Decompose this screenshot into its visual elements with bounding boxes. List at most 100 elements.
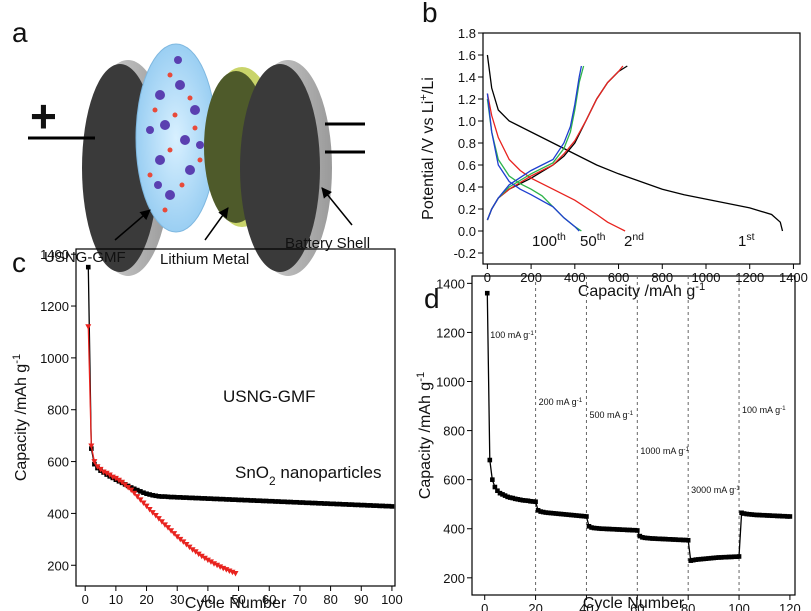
data-point xyxy=(254,498,260,504)
data-point xyxy=(685,537,691,543)
panel-letter: d xyxy=(424,283,440,314)
component-label: USNG-GMF xyxy=(44,249,126,266)
data-point xyxy=(131,486,137,492)
minus-sign: — xyxy=(336,129,337,131)
data-point xyxy=(693,557,699,562)
data-point xyxy=(251,498,257,503)
y-axis-title-part: + xyxy=(418,94,430,101)
data-point xyxy=(248,498,254,503)
plot-frame xyxy=(482,32,801,265)
data-line xyxy=(486,93,580,232)
series-label: 2nd xyxy=(624,231,644,250)
data-point xyxy=(201,555,208,562)
data-point xyxy=(146,507,153,513)
data-point xyxy=(696,557,701,562)
data-point xyxy=(744,511,749,517)
y-axis-title-part: Potential /V vs Li xyxy=(420,101,437,220)
data-point xyxy=(502,493,508,498)
x-tick-label: 0 xyxy=(484,270,491,285)
data-point xyxy=(655,536,660,542)
x-tick-label: 40 xyxy=(201,592,215,607)
data-point xyxy=(316,501,321,506)
x-tick-label: 90 xyxy=(354,592,368,607)
data-point xyxy=(741,511,747,516)
data-point xyxy=(214,562,221,569)
data-point xyxy=(380,503,386,509)
data-point xyxy=(718,555,724,560)
data-point xyxy=(152,512,159,519)
data-point xyxy=(260,498,266,504)
rate-label-part: -1 xyxy=(577,397,583,404)
rate-label: 200 mA g-1 xyxy=(539,397,583,408)
data-point xyxy=(365,503,370,508)
data-point xyxy=(673,537,678,542)
data-point xyxy=(198,553,205,560)
x-tick-label: 60 xyxy=(630,601,644,611)
data-point xyxy=(754,512,760,518)
data-point xyxy=(174,534,181,540)
y-tick-label: 0.8 xyxy=(458,136,476,151)
data-point xyxy=(205,496,211,501)
data-point xyxy=(512,496,518,502)
rate-label-part: 200 mA g xyxy=(539,397,577,407)
y-tick-label: -0.2 xyxy=(454,246,476,261)
data-point xyxy=(217,564,224,570)
data-point xyxy=(731,554,737,560)
data-point xyxy=(594,525,599,531)
series-label-part: nanoparticles xyxy=(276,463,382,482)
data-point xyxy=(604,526,610,532)
data-point xyxy=(180,539,187,545)
data-point xyxy=(165,525,172,531)
x-tick-label: 0 xyxy=(82,592,89,607)
x-axis-title-part: Capacity /mAh g xyxy=(578,283,695,300)
data-point xyxy=(189,547,196,553)
data-point xyxy=(337,501,343,507)
data-point xyxy=(346,502,352,507)
x-tick-label: 200 xyxy=(520,270,542,285)
data-point xyxy=(736,554,742,559)
data-point xyxy=(97,466,104,473)
x-axis-title-part: Cycle Number xyxy=(185,595,287,611)
data-point xyxy=(217,496,223,502)
data-point xyxy=(716,555,722,560)
data-point xyxy=(525,498,531,504)
data-point xyxy=(112,475,119,482)
y-tick-label: 0.0 xyxy=(458,224,476,239)
x-tick-label: 1200 xyxy=(735,270,764,285)
data-point xyxy=(622,527,627,533)
data-point xyxy=(746,511,752,517)
data-point xyxy=(721,554,727,560)
data-point xyxy=(88,443,95,450)
data-point xyxy=(125,484,132,491)
data-point xyxy=(764,513,770,518)
data-point xyxy=(159,494,165,499)
data-point xyxy=(518,497,523,503)
data-point xyxy=(190,495,195,501)
data-point xyxy=(355,502,361,508)
data-point xyxy=(211,496,217,502)
data-point xyxy=(273,499,278,504)
data-point xyxy=(762,512,767,518)
data-point xyxy=(131,490,138,497)
data-point xyxy=(599,526,605,532)
data-point xyxy=(739,510,744,516)
rate-label-part: 500 mA g xyxy=(589,410,627,420)
data-point xyxy=(140,500,147,507)
data-point xyxy=(232,571,239,577)
series-label: 1st xyxy=(738,231,755,250)
data-point xyxy=(545,510,551,516)
data-point xyxy=(220,496,226,502)
y-axis-title-part: Capacity /mAh g xyxy=(13,364,30,481)
data-point xyxy=(141,490,146,495)
x-tick-label: 120 xyxy=(779,601,801,611)
rate-label: 1000 mA g-1 xyxy=(640,446,689,457)
data-line xyxy=(486,98,582,232)
data-point xyxy=(510,495,515,501)
data-point xyxy=(749,512,755,517)
series-label: USNG-GMF xyxy=(223,387,316,406)
data-point xyxy=(665,536,671,542)
data-point xyxy=(668,536,673,542)
data-point xyxy=(688,558,694,563)
data-point xyxy=(535,508,541,513)
data-point xyxy=(683,537,688,543)
